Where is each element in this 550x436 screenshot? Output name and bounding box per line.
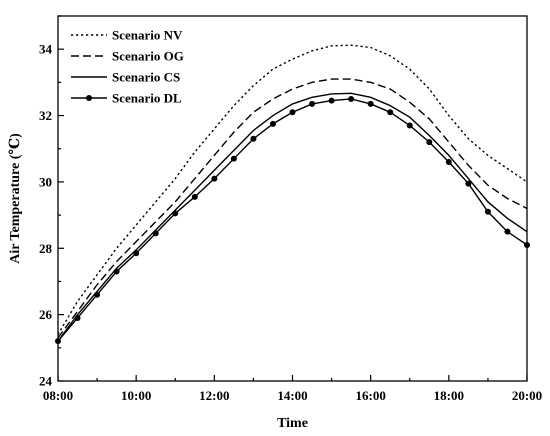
data-point — [114, 269, 120, 275]
data-point — [94, 292, 100, 298]
x-axis-title: Time — [277, 416, 308, 431]
series-scenario-nv — [58, 45, 527, 334]
data-point — [426, 139, 432, 145]
x-tick-label: 14:00 — [277, 388, 307, 403]
series-line — [58, 99, 527, 341]
data-point — [211, 176, 217, 182]
data-point — [309, 101, 315, 107]
series-line — [58, 79, 527, 338]
legend-label: Scenario NV — [112, 28, 183, 43]
series-scenario-dl — [55, 96, 530, 344]
y-tick-label: 32 — [39, 108, 52, 123]
data-point — [485, 209, 491, 215]
x-tick-label: 08:00 — [43, 388, 73, 403]
legend-label: Scenario CS — [112, 70, 180, 85]
data-point — [192, 194, 198, 200]
data-point — [329, 98, 335, 104]
series-scenario-og — [58, 79, 527, 338]
data-point — [172, 210, 178, 216]
y-tick-label: 24 — [39, 374, 53, 389]
data-point — [387, 109, 393, 115]
series-line — [58, 93, 527, 341]
data-point — [270, 121, 276, 127]
data-point — [153, 230, 159, 236]
legend-item: Scenario OG — [71, 49, 184, 64]
legend-item: Scenario DL — [71, 91, 182, 106]
data-point — [231, 156, 237, 162]
data-point — [55, 338, 61, 344]
data-point — [75, 315, 81, 321]
y-tick-label: 28 — [39, 241, 53, 256]
x-tick-label: 20:00 — [512, 388, 542, 403]
x-tick-label: 16:00 — [355, 388, 385, 403]
x-tick-label: 18:00 — [434, 388, 464, 403]
data-point — [133, 250, 139, 256]
legend-item: Scenario CS — [71, 70, 180, 85]
series-scenario-cs — [58, 93, 527, 341]
series-line — [58, 45, 527, 334]
data-point — [368, 101, 374, 107]
y-tick-label: 30 — [39, 174, 52, 189]
data-point — [504, 229, 510, 235]
x-tick-label: 10:00 — [121, 388, 151, 403]
legend-label: Scenario DL — [112, 91, 182, 106]
data-point — [407, 123, 413, 129]
data-point — [465, 181, 471, 187]
data-point — [524, 242, 530, 248]
data-point — [290, 109, 296, 115]
data-point — [348, 96, 354, 102]
y-axis-title: Air Temperature (℃) — [8, 133, 23, 264]
y-tick-label: 34 — [39, 42, 53, 57]
legend-label: Scenario OG — [112, 49, 184, 64]
x-tick-label: 12:00 — [199, 388, 229, 403]
data-point — [446, 159, 452, 165]
y-tick-label: 26 — [39, 307, 53, 322]
legend-item: Scenario NV — [71, 28, 183, 43]
legend: Scenario NV Scenario OG Scenario CS Scenari… — [71, 28, 184, 106]
data-point — [250, 136, 256, 142]
legend-marker — [86, 95, 92, 101]
